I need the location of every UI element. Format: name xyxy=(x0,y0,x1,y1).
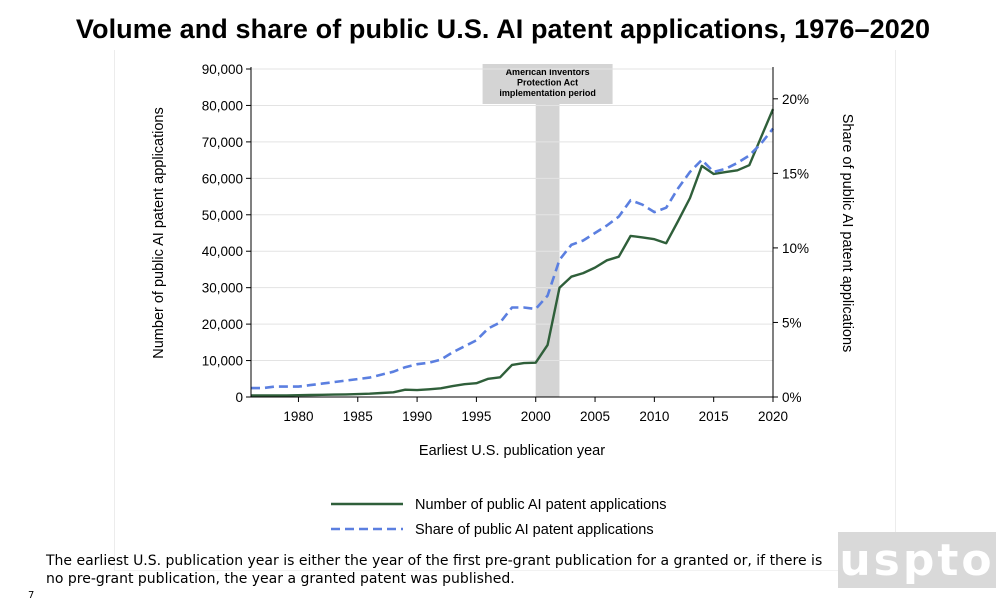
share-series-line xyxy=(251,127,775,390)
y-tick-label: 0 xyxy=(235,390,243,405)
page-number: 7 xyxy=(28,590,35,601)
y-tick-label: 50,000 xyxy=(202,208,243,223)
axes-layer xyxy=(246,67,778,402)
aipa-label-line: implementation period xyxy=(499,88,596,98)
y-tick-label: 20,000 xyxy=(202,317,243,332)
y-tick-label: 30,000 xyxy=(202,281,243,296)
text-layer: 0 10,000 20,000 30,000 40,000 50,000 60,000 70,… xyxy=(151,62,855,538)
aipa-band xyxy=(535,103,560,397)
footnote: The earliest U.S. publication year is ei… xyxy=(46,553,823,587)
x-tick-label: 2005 xyxy=(580,409,610,424)
x-tick-label: 2020 xyxy=(758,409,788,424)
y2-tick-label: 10% xyxy=(782,241,809,256)
dual-axis-line-chart: American Inventors Protection Act implemen… xyxy=(151,62,855,538)
y-tick-label: 10,000 xyxy=(202,354,243,369)
y2-axis-title: Share of public AI patent applications xyxy=(839,114,855,353)
x-axis-title: Earliest U.S. publication year xyxy=(419,443,605,459)
y2-tick-label: 0% xyxy=(782,390,802,405)
x-tick-label: 2010 xyxy=(639,409,669,424)
x-tick-label: 1980 xyxy=(283,409,313,424)
count-series-line xyxy=(251,108,775,397)
grid-layer xyxy=(251,68,773,362)
y-tick-label: 90,000 xyxy=(202,62,243,77)
y-tick-label: 60,000 xyxy=(202,171,243,186)
chart-panel: American Inventors Protection Act implemen… xyxy=(114,50,896,571)
legend-label: Number of public AI patent applications xyxy=(415,497,666,513)
x-tick-label: 1990 xyxy=(402,409,432,424)
y-tick-label: 70,000 xyxy=(202,135,243,150)
aipa-label-line: American Inventors xyxy=(506,67,590,77)
x-tick-label: 2015 xyxy=(699,409,729,424)
aipa-label-line: Protection Act xyxy=(517,78,578,88)
series-layer xyxy=(251,108,775,397)
annotation-band-layer: American Inventors Protection Act implemen… xyxy=(482,64,613,397)
aipa-label: American Inventors Protection Act implemen… xyxy=(499,67,596,98)
x-tick-label: 2000 xyxy=(521,409,551,424)
y-tick-label: 40,000 xyxy=(202,244,243,259)
x-tick-label: 1985 xyxy=(343,409,373,424)
slide-title: Volume and share of public U.S. AI paten… xyxy=(75,14,931,44)
x-tick-label: 1995 xyxy=(461,409,491,424)
y2-tick-label: 15% xyxy=(782,166,809,181)
y-axis-title: Number of public AI patent applications xyxy=(151,107,167,358)
aipa-label-box xyxy=(482,64,613,104)
y2-tick-label: 5% xyxy=(782,315,802,330)
uspto-logo: uspto xyxy=(838,532,996,588)
legend-label: Share of public AI patent applications xyxy=(415,522,654,538)
y-tick-label: 80,000 xyxy=(202,98,243,113)
y2-tick-label: 20% xyxy=(782,92,809,107)
